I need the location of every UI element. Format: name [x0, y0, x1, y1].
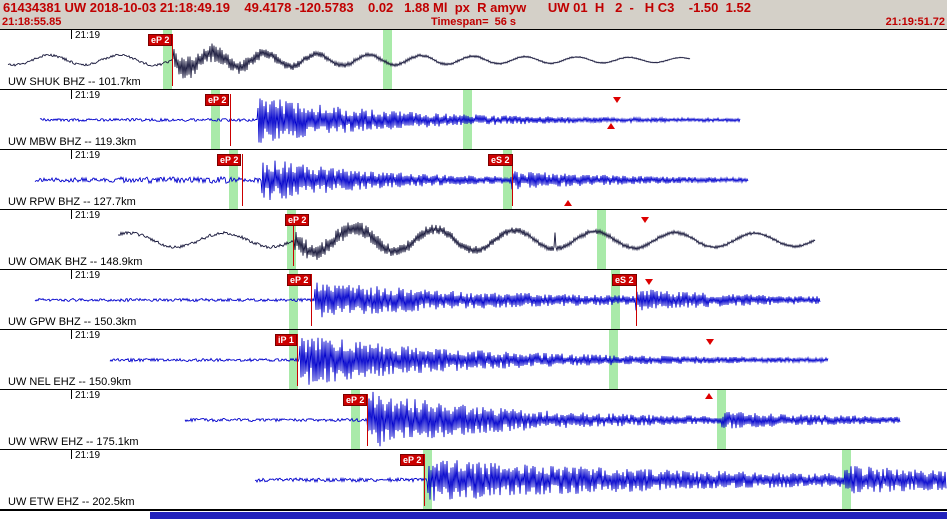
pick-line — [297, 334, 298, 386]
station-label: UW NEL EHZ -- 150.9km — [8, 376, 132, 388]
minute-label: 21:19 — [75, 150, 101, 161]
station-label: UW GPW BHZ -- 150.3km — [8, 316, 137, 328]
waveform[interactable] — [0, 330, 947, 390]
station-label: UW WRW EHZ -- 175.1km — [8, 436, 139, 448]
arrival-marker-down — [641, 217, 649, 223]
highlight-band — [383, 30, 392, 89]
trace-row-nel[interactable]: 21:19 iP 1 UW NEL EHZ -- 150.9km — [0, 330, 947, 390]
pick-line — [367, 394, 368, 446]
pick-flag[interactable]: iP 1 — [275, 334, 297, 346]
pick-flag[interactable]: eS 2 — [612, 274, 637, 286]
minute-label: 21:19 — [75, 90, 101, 101]
trace-row-omak[interactable]: 21:19 eP 2 UW OMAK BHZ -- 148.9km — [0, 210, 947, 270]
trace-row-shuk[interactable]: 21:19 eP 2 UW SHUK BHZ -- 101.7km — [0, 30, 947, 90]
waveform[interactable] — [0, 450, 947, 510]
pick-flag[interactable]: eP 2 — [343, 394, 368, 406]
minute-label: 21:19 — [75, 330, 101, 341]
pick-flag[interactable]: eP 2 — [400, 454, 425, 466]
highlight-band — [211, 90, 220, 149]
highlight-band — [287, 210, 296, 269]
minute-tick — [71, 270, 72, 279]
minute-label: 21:19 — [75, 390, 101, 401]
trace-row-wrw[interactable]: 21:19 eP 2 UW WRW EHZ -- 175.1km — [0, 390, 947, 450]
arrival-marker-down — [645, 279, 653, 285]
highlight-band — [597, 210, 606, 269]
pick-flag[interactable]: eS 2 — [488, 154, 513, 166]
waveform[interactable] — [0, 90, 947, 150]
event-summary: 61434381 UW 2018-10-03 21:18:49.19 49.41… — [3, 0, 751, 15]
minute-label: 21:19 — [75, 450, 101, 461]
station-label: UW OMAK BHZ -- 148.9km — [8, 256, 143, 268]
minute-tick — [71, 90, 72, 99]
scrollbar-thumb[interactable] — [150, 512, 947, 519]
trace-panel: 21:19 eP 2 UW SHUK BHZ -- 101.7km 21:19 eP 2… — [0, 29, 947, 510]
window-start-time: 21:18:55.85 — [2, 16, 62, 28]
pick-flag[interactable]: eP 2 — [285, 214, 310, 226]
station-label: UW ETW EHZ -- 202.5km — [8, 496, 135, 508]
minute-tick — [71, 150, 72, 159]
pick-flag[interactable]: eP 2 — [148, 34, 173, 46]
waveform[interactable] — [0, 390, 947, 450]
pick-line — [636, 274, 637, 326]
pick-line — [293, 214, 294, 266]
arrival-marker-up — [607, 123, 615, 129]
minute-tick — [71, 450, 72, 459]
waveform[interactable] — [0, 30, 947, 90]
minute-label: 21:19 — [75, 210, 101, 221]
waveform[interactable] — [0, 150, 947, 210]
pick-flag[interactable]: eP 2 — [217, 154, 242, 166]
pick-line — [512, 154, 513, 206]
minute-label: 21:19 — [75, 270, 101, 281]
station-label: UW SHUK BHZ -- 101.7km — [8, 76, 141, 88]
pick-line — [172, 34, 173, 86]
station-label: UW RPW BHZ -- 127.7km — [8, 196, 136, 208]
trace-row-etw[interactable]: 21:19 eP 2 UW ETW EHZ -- 202.5km — [0, 450, 947, 510]
pick-line — [424, 454, 425, 506]
waveform[interactable] — [0, 210, 947, 270]
trace-row-rpw[interactable]: 21:19 eP 2 eS 2 UW RPW BHZ -- 127.7km — [0, 150, 947, 210]
trace-row-gpw[interactable]: 21:19 eP 2 eS 2 UW GPW BHZ -- 150.3km — [0, 270, 947, 330]
pick-line — [242, 154, 243, 206]
highlight-band — [423, 450, 432, 509]
minute-label: 21:19 — [75, 30, 101, 41]
minute-tick — [71, 30, 72, 39]
timespan-label: Timespan= 56 s — [430, 16, 517, 28]
arrival-marker-down — [706, 339, 714, 345]
pick-line — [311, 274, 312, 326]
horizontal-scrollbar[interactable] — [0, 510, 947, 520]
minute-tick — [71, 210, 72, 219]
pick-line — [230, 94, 231, 146]
highlight-band — [163, 30, 172, 89]
trace-row-mbw[interactable]: 21:19 eP 2 UW MBW BHZ -- 119.3km — [0, 90, 947, 150]
time-bar: 21:18:55.85 Timespan= 56 s 21:19:51.72 — [0, 16, 947, 29]
arrival-marker-up — [705, 393, 713, 399]
pick-flag[interactable]: eP 2 — [205, 94, 230, 106]
waveform[interactable] — [0, 270, 947, 330]
arrival-marker-up — [564, 200, 572, 206]
window-end-time: 21:19:51.72 — [885, 16, 945, 28]
pick-flag[interactable]: eP 2 — [287, 274, 312, 286]
station-label: UW MBW BHZ -- 119.3km — [8, 136, 137, 148]
minute-tick — [71, 390, 72, 399]
arrival-marker-down — [613, 97, 621, 103]
minute-tick — [71, 330, 72, 339]
